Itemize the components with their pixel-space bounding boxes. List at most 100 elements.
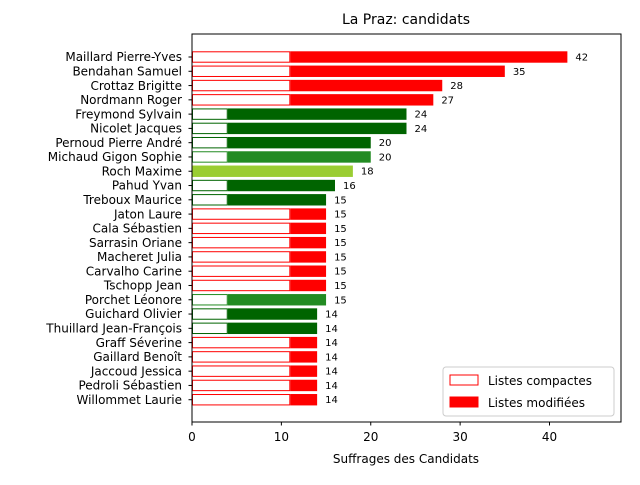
bar-compactes xyxy=(192,194,228,206)
bar-modifiees xyxy=(290,94,434,106)
bar-compactes xyxy=(192,136,228,149)
legend-swatch-modifiees xyxy=(449,396,479,408)
candidate-label: Nicolet Jacques xyxy=(90,122,182,136)
value-label: 14 xyxy=(325,395,338,406)
candidate-label: Jaccoud Jessica xyxy=(90,364,182,378)
bar-modifiees xyxy=(290,279,327,292)
legend-label-modifiees: Listes modifiées xyxy=(488,396,585,410)
value-label: 14 xyxy=(325,352,338,363)
candidate-label: Guichard Olivier xyxy=(85,307,182,321)
value-label: 20 xyxy=(379,138,392,149)
x-tick-label: 10 xyxy=(274,430,289,444)
value-label: 28 xyxy=(450,81,463,92)
bar-modifiees xyxy=(290,365,318,377)
candidate-label: Maillard Pierre-Yves xyxy=(65,50,182,64)
value-label: 35 xyxy=(513,67,526,78)
x-tick-label: 0 xyxy=(188,430,196,444)
value-label: 42 xyxy=(575,53,588,64)
bar-modifiees xyxy=(290,251,327,263)
candidate-label: Bendahan Samuel xyxy=(72,64,182,78)
bar-compactes xyxy=(192,108,228,120)
candidate-label: Treboux Maurice xyxy=(82,193,182,207)
candidate-label: Carvalho Carine xyxy=(86,264,182,278)
value-label: 24 xyxy=(415,124,428,135)
candidate-label: Michaud Gigon Sophie xyxy=(48,150,182,164)
bar-modifiees xyxy=(290,236,327,249)
bar-compactes xyxy=(192,208,291,220)
bar-modifiees xyxy=(290,394,318,406)
candidate-label: Cala Sébastien xyxy=(93,222,182,236)
candidate-label: Macheret Julia xyxy=(97,250,182,264)
x-tick-label: 40 xyxy=(542,430,557,444)
bar-compactes xyxy=(192,265,291,277)
value-label: 27 xyxy=(441,95,454,106)
bar-modifiees xyxy=(290,208,327,220)
candidate-label: Nordmann Roger xyxy=(80,93,182,107)
bar-compactes xyxy=(192,51,291,63)
candidate-label: Willommet Laurie xyxy=(76,393,182,407)
bar-modifiees xyxy=(192,165,353,177)
bar-modifiees xyxy=(227,108,407,120)
bar-compactes xyxy=(192,222,291,235)
bar-compactes xyxy=(192,251,291,263)
legend: Listes compactes Listes modifiées xyxy=(442,366,615,417)
bar-compactes xyxy=(192,365,291,377)
bar-compactes xyxy=(192,322,228,335)
value-label: 14 xyxy=(325,324,338,335)
bar-modifiees xyxy=(227,322,318,335)
bar-modifiees xyxy=(290,79,443,92)
bar-compactes xyxy=(192,294,228,306)
plot-frame xyxy=(191,33,622,423)
legend-swatch-compactes xyxy=(449,374,479,386)
value-label: 15 xyxy=(334,210,347,221)
x-axis: 0 10 20 30 40 xyxy=(188,422,557,444)
bar-modifiees xyxy=(290,379,318,392)
value-label: 15 xyxy=(334,295,347,306)
legend-box xyxy=(442,366,615,417)
value-label: 14 xyxy=(325,381,338,392)
value-label: 16 xyxy=(343,181,356,192)
value-label: 18 xyxy=(361,167,374,178)
value-label: 15 xyxy=(334,238,347,249)
bar-modifiees xyxy=(227,294,327,306)
candidate-label: Jaton Laure xyxy=(113,207,182,221)
bar-compactes xyxy=(192,394,291,406)
bar-compactes xyxy=(192,379,291,392)
plot-area: Maillard Pierre-Yves 42 Bendahan Samuel 35 C… xyxy=(45,50,588,407)
chart-title: La Praz: candidats xyxy=(342,12,470,28)
bar-compactes xyxy=(192,79,291,92)
bar-compactes xyxy=(192,351,291,363)
bar-modifiees xyxy=(290,222,327,235)
candidate-label: Graff Séverine xyxy=(96,336,182,350)
bar-modifiees xyxy=(290,351,318,363)
candidate-label: Gaillard Benoît xyxy=(93,350,182,364)
x-axis-label: Suffrages des Candidats xyxy=(333,452,479,466)
bar-modifiees xyxy=(227,122,407,135)
bar-compactes xyxy=(192,236,291,249)
bar-compactes xyxy=(192,179,228,192)
bar-compactes xyxy=(192,122,228,135)
value-label: 15 xyxy=(334,267,347,278)
bar-modifiees xyxy=(290,336,318,349)
x-tick-label: 30 xyxy=(452,430,467,444)
candidate-label: Thuillard Jean-François xyxy=(45,322,182,336)
value-label: 15 xyxy=(334,195,347,206)
bar-compactes xyxy=(192,151,228,163)
bar-modifiees xyxy=(290,65,505,77)
bar-compactes xyxy=(192,94,291,106)
candidate-label: Pernoud Pierre André xyxy=(55,136,182,150)
x-tick-label: 20 xyxy=(363,430,378,444)
candidate-label: Freymond Sylvain xyxy=(75,107,182,121)
value-label: 15 xyxy=(334,224,347,235)
bar-modifiees xyxy=(227,194,327,206)
bar-modifiees xyxy=(290,51,568,63)
bar-compactes xyxy=(192,336,291,349)
value-label: 14 xyxy=(325,367,338,378)
value-label: 24 xyxy=(415,110,428,121)
value-label: 20 xyxy=(379,152,392,163)
bar-compactes xyxy=(192,65,291,77)
bar-modifiees xyxy=(290,265,327,277)
bar-modifiees xyxy=(227,179,335,192)
